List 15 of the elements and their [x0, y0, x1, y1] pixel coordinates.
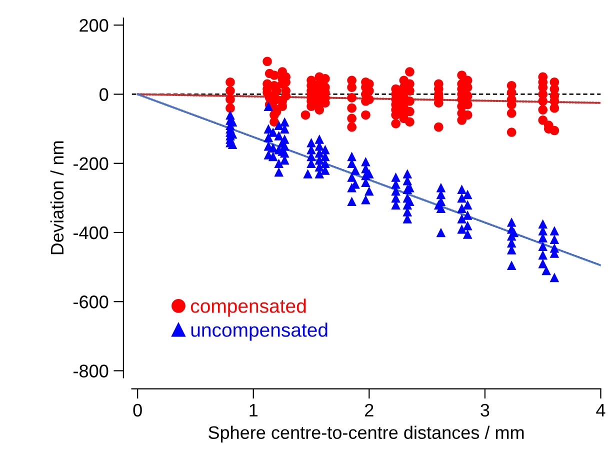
legend-label: uncompensated [191, 322, 328, 341]
x-tick-label: 1 [250, 404, 258, 416]
x-axis-title: Sphere centre-to-centre distances / mm [208, 426, 524, 443]
legend-label: compensated [190, 298, 306, 317]
y-tick-label: -600 [74, 296, 108, 308]
y-tick-label: -400 [74, 226, 108, 240]
y-tick-label: -200 [74, 157, 108, 170]
x-tick-label: 2 [365, 404, 374, 416]
x-tick-label: 4 [596, 404, 606, 416]
y-axis-title: Deviation / nm [50, 141, 64, 254]
x-tick-label: 0 [133, 404, 142, 417]
y-tick-label: -800 [74, 364, 108, 378]
x-tick-label: 3 [480, 404, 490, 417]
y-tick-label: 0 [100, 88, 108, 101]
y-tick-label: 200 [80, 19, 108, 32]
